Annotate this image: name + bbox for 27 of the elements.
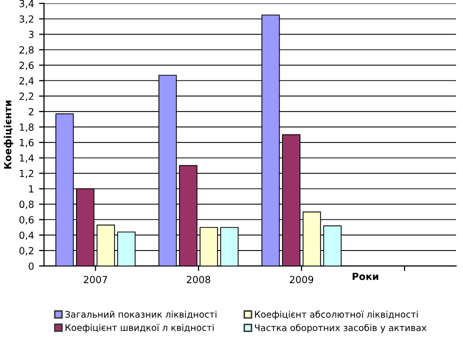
y-tick-label: 0	[28, 262, 34, 270]
y-tick-label: 1,4	[20, 154, 34, 163]
x-tick-label: 2009	[290, 276, 314, 284]
y-tick-label: 3,2	[20, 15, 34, 24]
y-tick-label: 2,8	[20, 46, 34, 55]
legend-label: Коефіцієнт абсолютної ліквідності	[255, 310, 418, 320]
y-tick-label: 1	[29, 185, 34, 192]
y-tick-label: 1,6	[20, 138, 34, 148]
x-tick-label: 2008	[186, 276, 210, 284]
y-tick-label: 0,8	[19, 200, 34, 210]
y-tick-label: 0,4	[19, 232, 34, 240]
y-tick-label: 0,2	[19, 247, 34, 256]
y-tick-label: 1,8	[20, 123, 34, 132]
y-tick-label: 3	[28, 30, 34, 38]
legend-label: Коефіцієнт швидкої л квідності	[66, 324, 214, 333]
y-tick-label: 2,6	[20, 62, 34, 70]
y-tick-label: 3,4	[20, 0, 34, 8]
y-axis-title: Коефіцієнти	[4, 100, 14, 169]
y-tick-label: 2,2	[20, 92, 34, 101]
y-tick-label: 2	[28, 108, 34, 116]
legend-label: Частка оборотних засобів у активах	[254, 324, 426, 333]
legend-label: Загальний показник ліквідності	[65, 310, 216, 319]
y-tick-label: 2,4	[20, 77, 34, 86]
y-tick-label: 1,2	[20, 170, 34, 178]
x-axis-title: Роки	[352, 272, 378, 280]
y-tick-label: 0,6	[19, 216, 34, 224]
x-tick-label: 2007	[84, 276, 108, 284]
